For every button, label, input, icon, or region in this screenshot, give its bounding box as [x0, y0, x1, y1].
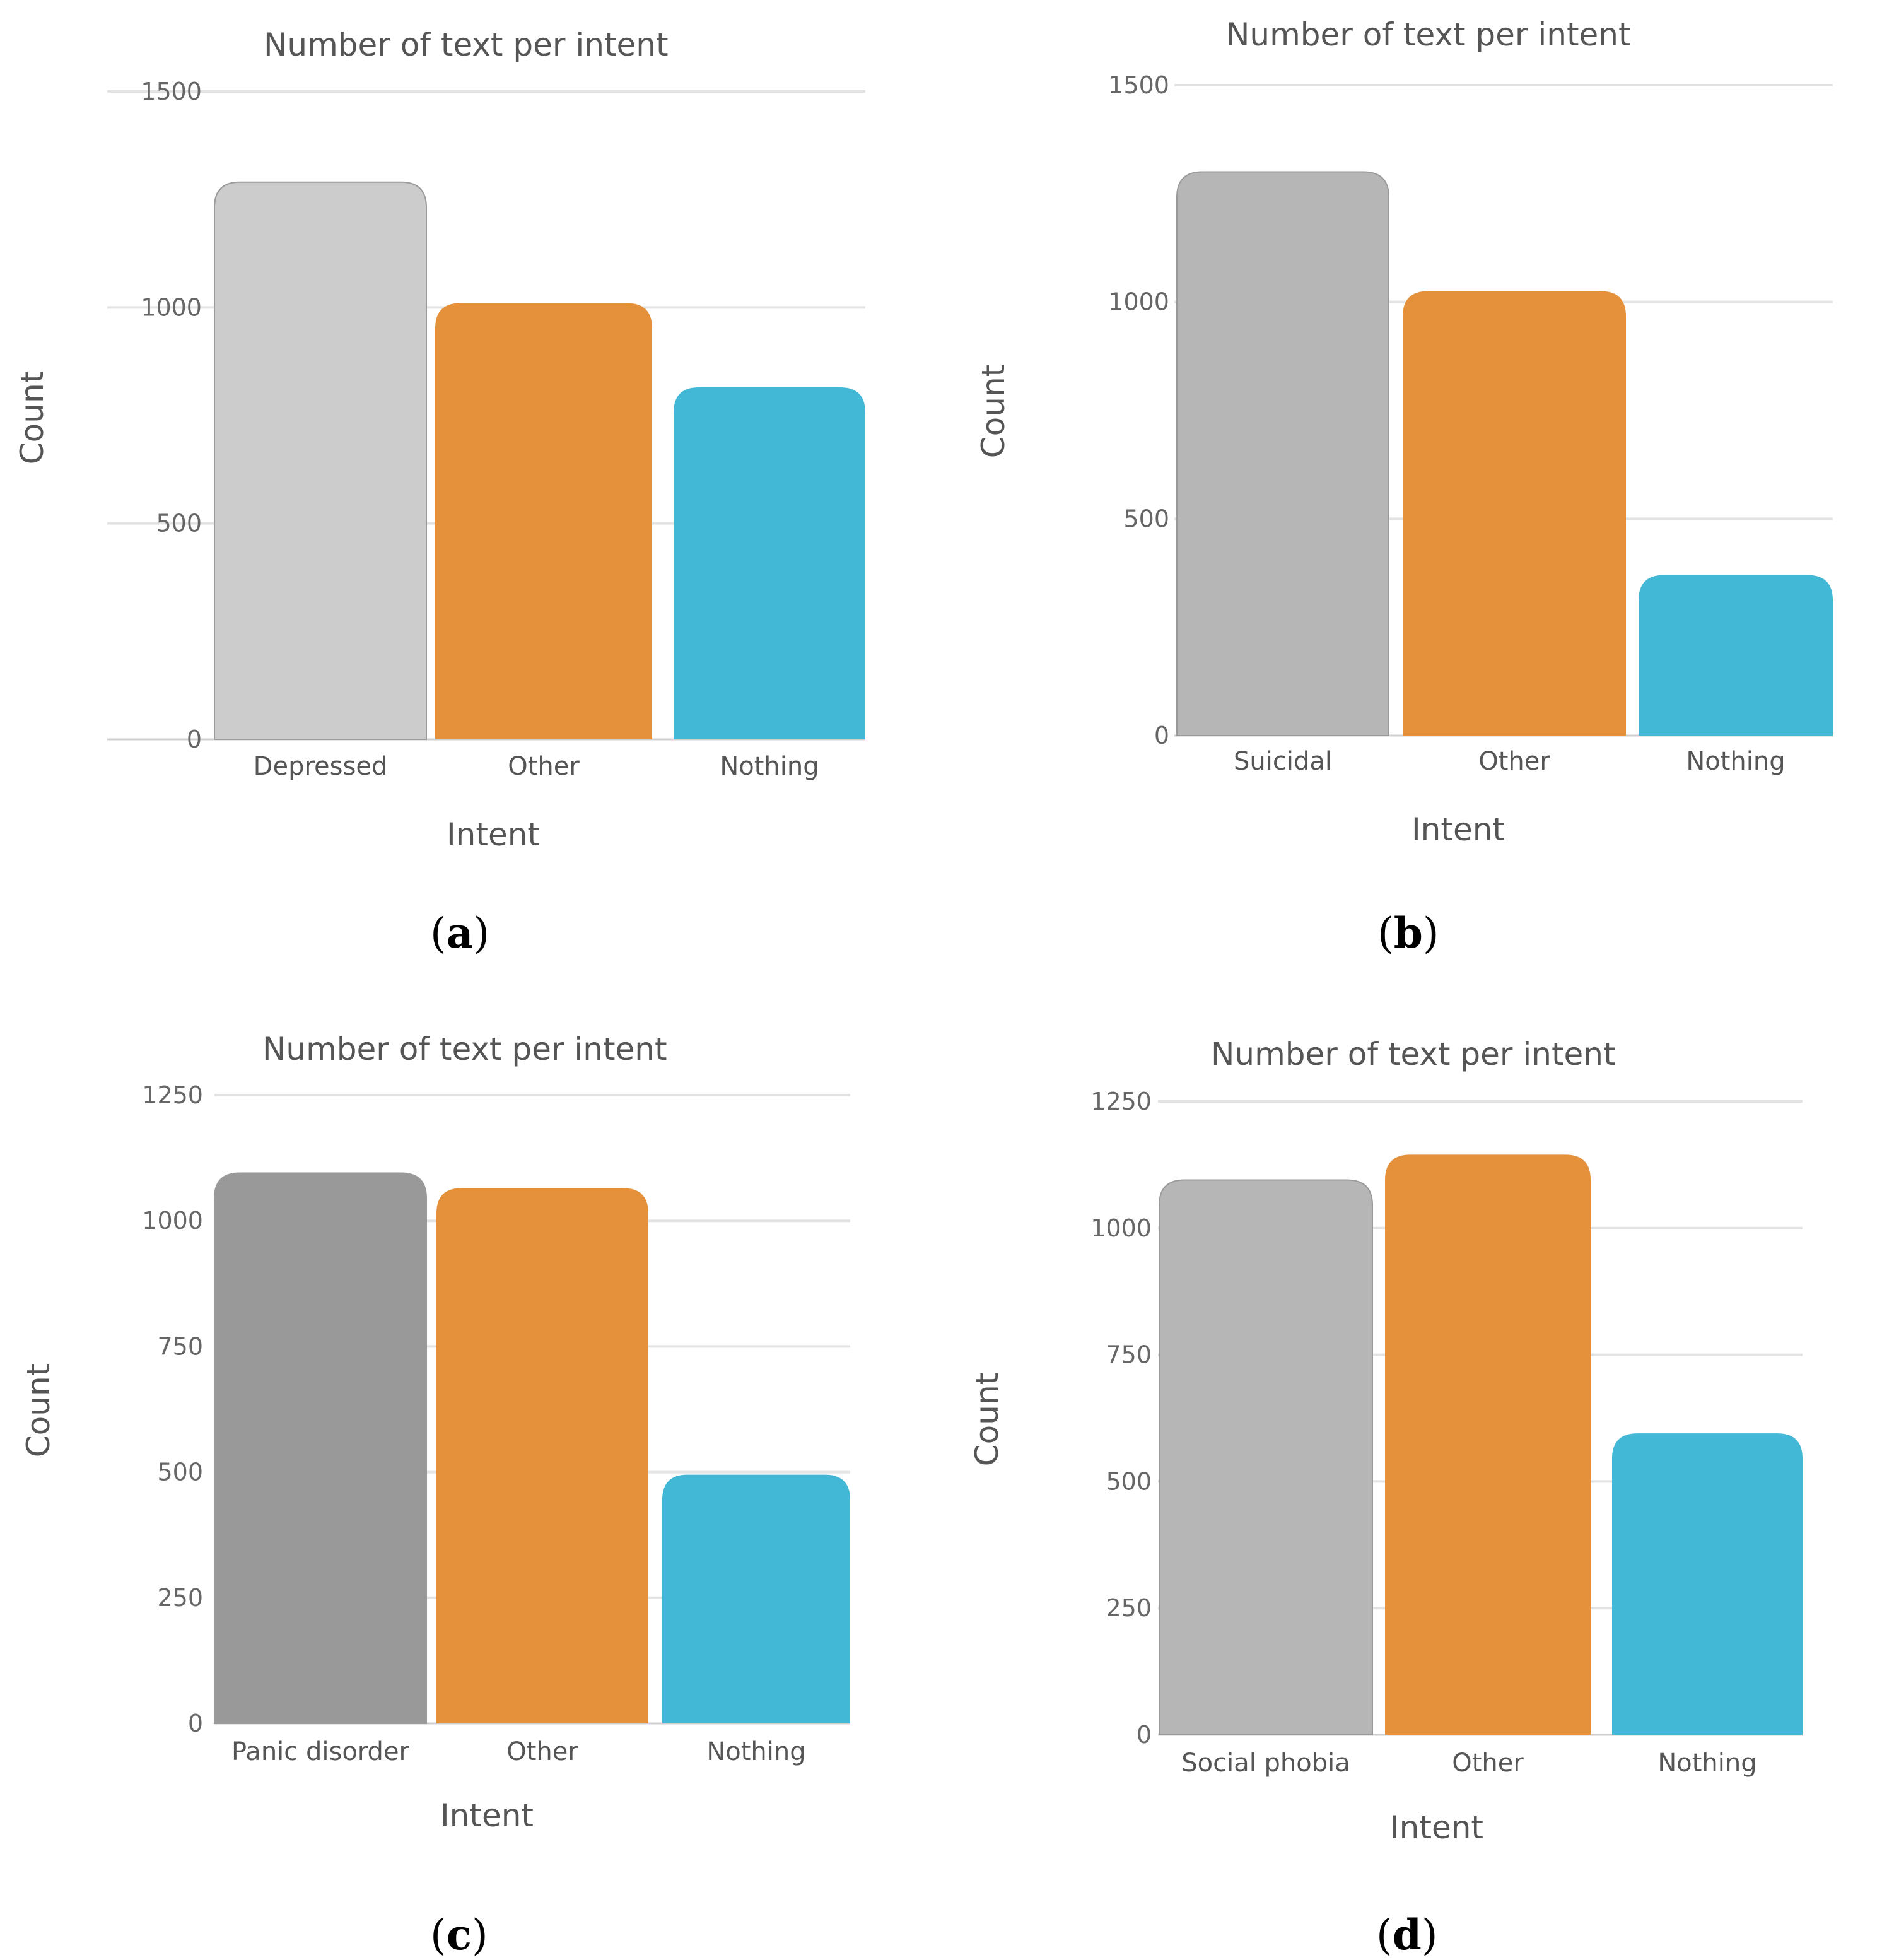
y-tick-label: 500	[1106, 1467, 1152, 1495]
y-tick-label: 0	[188, 1710, 203, 1737]
bar-social-phobia	[1159, 1179, 1373, 1735]
y-tick-label: 1000	[141, 293, 202, 321]
y-tick-labels: 0 250 500 750 1000 1250	[142, 1081, 203, 1737]
chart-title: Number of text per intent	[264, 26, 669, 63]
bar-other	[1403, 291, 1626, 736]
y-tick-label: 500	[1123, 505, 1169, 532]
y-tick-label: 0	[187, 725, 202, 753]
y-tick-labels: 0 500 1000 1500	[141, 78, 202, 753]
bar-nothing	[662, 1474, 850, 1723]
y-axis-title: Count	[975, 365, 1012, 459]
x-category-label: Other	[506, 1737, 578, 1766]
bars	[214, 1172, 850, 1724]
bar-chart-d: Number of text per intent 0 250 500 750 1000…	[969, 1036, 1803, 1846]
bar-other	[436, 1188, 648, 1723]
y-tick-label: 1000	[1090, 1214, 1152, 1242]
y-tick-labels: 0 500 1000 1500	[1108, 71, 1169, 749]
x-category-label: Nothing	[1657, 1749, 1756, 1778]
y-tick-label: 750	[157, 1332, 203, 1360]
bar-chart-c: Number of text per intent 0 250 500 750 1000…	[20, 1031, 850, 1834]
x-category-label: Panic disorder	[231, 1737, 410, 1766]
y-tick-label: 750	[1106, 1341, 1152, 1369]
y-tick-label: 1500	[141, 78, 202, 105]
bar-nothing	[1612, 1433, 1803, 1735]
x-category-label: Nothing	[706, 1737, 805, 1766]
y-tick-label: 1000	[142, 1207, 203, 1235]
y-axis-title: Count	[20, 1364, 57, 1458]
bar-nothing	[674, 387, 865, 739]
y-tick-label: 1250	[142, 1081, 203, 1109]
y-axis-title: Count	[969, 1373, 1005, 1467]
x-category-label: Social phobia	[1181, 1749, 1350, 1778]
x-category-labels: Suicidal Other Nothing	[1234, 747, 1786, 776]
x-category-labels: Depressed Other Nothing	[254, 752, 819, 781]
x-category-label: Nothing	[720, 752, 819, 781]
y-tick-label: 1000	[1108, 288, 1169, 316]
panel-letter: b	[1393, 908, 1423, 958]
panel-caption: (c)	[430, 1910, 488, 1959]
y-tick-label: 500	[157, 1458, 203, 1486]
bar-depressed	[214, 181, 427, 740]
x-category-label: Depressed	[254, 752, 388, 781]
y-tick-label: 0	[1137, 1721, 1152, 1749]
panel-letter: c	[446, 1910, 472, 1959]
y-tick-label: 0	[1154, 722, 1169, 749]
chart-panel-b: Number of text per intent 0 500 1000 1500 S…	[941, 0, 1882, 978]
chart-title: Number of text per intent	[262, 1031, 667, 1067]
bars	[1159, 1154, 1803, 1735]
chart-panel-d: Number of text per intent 0 250 500 750 1000…	[941, 978, 1882, 1960]
bar-other	[1385, 1154, 1591, 1735]
bar-chart-b: Number of text per intent 0 500 1000 1500 S…	[975, 16, 1833, 848]
chart-panel-a: Number of text per intent 0 500 1000 1500 D…	[0, 0, 941, 978]
bars	[1176, 171, 1833, 736]
x-category-labels: Panic disorder Other Nothing	[231, 1737, 806, 1766]
y-tick-label: 1500	[1108, 71, 1169, 99]
x-category-label: Other	[508, 752, 580, 781]
chart-panel-c: Number of text per intent 0 250 500 750 1000…	[0, 978, 941, 1960]
x-category-label: Nothing	[1686, 747, 1785, 776]
y-tick-label: 250	[157, 1584, 203, 1612]
bar-nothing	[1639, 575, 1833, 736]
panel-caption: (a)	[430, 908, 490, 958]
y-tick-label: 500	[156, 510, 202, 537]
bar-other	[435, 303, 652, 739]
panel-caption: (d)	[1376, 1910, 1438, 1959]
x-axis-title: Intent	[1412, 811, 1505, 848]
x-category-labels: Social phobia Other Nothing	[1181, 1749, 1756, 1778]
bar-suicidal	[1176, 171, 1389, 736]
chart-title: Number of text per intent	[1211, 1036, 1616, 1072]
bar-chart-a: Number of text per intent 0 500 1000 1500 D…	[14, 26, 865, 853]
y-tick-label: 250	[1106, 1594, 1152, 1622]
y-tick-labels: 0 250 500 750 1000 1250	[1090, 1088, 1152, 1749]
panel-letter: d	[1392, 1910, 1422, 1959]
y-tick-label: 1250	[1090, 1088, 1152, 1115]
bar-panic-disorder	[214, 1172, 427, 1724]
x-category-label: Suicidal	[1234, 747, 1332, 776]
bars	[214, 181, 865, 740]
x-axis-title: Intent	[440, 1797, 534, 1834]
panel-letter: a	[446, 908, 474, 958]
x-category-label: Other	[1478, 747, 1550, 776]
y-axis-title: Count	[14, 371, 50, 465]
x-axis-title: Intent	[1390, 1809, 1483, 1846]
x-category-label: Other	[1452, 1749, 1524, 1778]
panel-caption: (b)	[1377, 908, 1439, 958]
x-axis-title: Intent	[447, 816, 540, 853]
chart-title: Number of text per intent	[1226, 16, 1631, 53]
